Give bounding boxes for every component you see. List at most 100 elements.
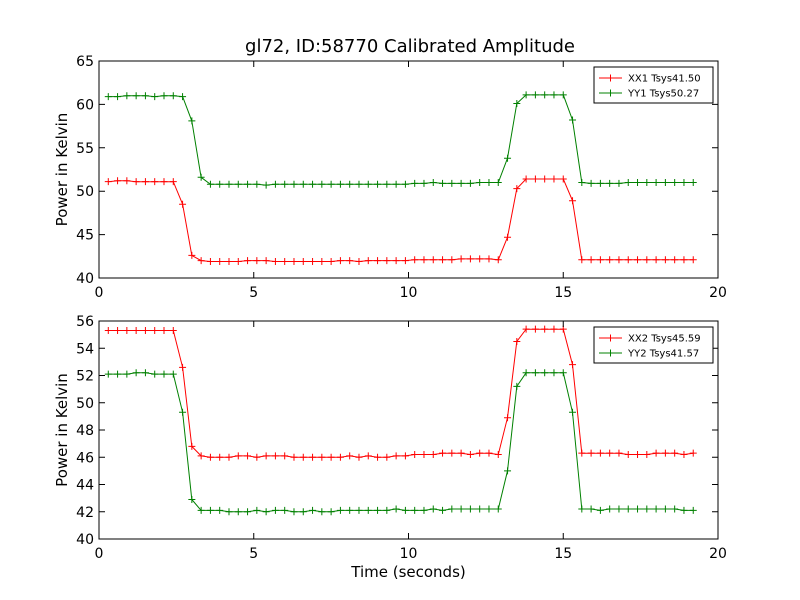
series-point (587, 505, 595, 513)
series-point (262, 452, 270, 460)
series-point (132, 369, 140, 377)
y-tick-label: 45 (76, 228, 94, 244)
series-point (114, 327, 122, 335)
series-point (457, 255, 465, 263)
series-point (439, 256, 447, 264)
series-point (485, 505, 493, 513)
series-point (429, 256, 437, 264)
series-point (141, 327, 149, 335)
y-tick-label: 52 (76, 369, 94, 385)
series-point (123, 370, 131, 378)
series-point (216, 506, 224, 514)
series-point (346, 257, 354, 265)
series-point (234, 508, 242, 516)
series-point (114, 370, 122, 378)
series-point (114, 93, 122, 101)
series-point (596, 179, 604, 187)
series-point (485, 179, 493, 187)
series-point (225, 180, 233, 188)
series-point (197, 257, 205, 265)
series-point (448, 449, 456, 457)
series-point (596, 256, 604, 264)
series-point (141, 92, 149, 100)
series-point (346, 452, 354, 460)
series-point (550, 175, 558, 183)
series-point (318, 258, 326, 266)
series-point (383, 453, 391, 461)
series-point (104, 93, 112, 101)
series-point (680, 179, 688, 187)
series-point (569, 197, 577, 205)
series-point (281, 180, 289, 188)
series-point (606, 256, 614, 264)
series-point (244, 508, 252, 516)
series-point (327, 258, 335, 266)
series-point (448, 505, 456, 513)
series-point (411, 451, 419, 459)
series-point (374, 180, 382, 188)
series-line-2 (108, 372, 694, 513)
series-point (559, 175, 567, 183)
series-point (466, 179, 474, 187)
x-tick-label: 5 (249, 285, 258, 301)
series-point (262, 181, 270, 189)
series-point (541, 369, 549, 377)
series-point (244, 257, 252, 265)
series-point (318, 180, 326, 188)
series-point (290, 258, 298, 266)
series-point (680, 451, 688, 459)
series-point (550, 91, 558, 99)
series-point (615, 505, 623, 513)
series-point (457, 505, 465, 513)
series-point (504, 467, 512, 475)
series-point (494, 179, 502, 187)
x-tick-label: 0 (95, 285, 104, 301)
series-point (420, 179, 428, 187)
series-point (216, 258, 224, 266)
series-point (494, 256, 502, 264)
series-point (522, 369, 530, 377)
series-point (244, 180, 252, 188)
series-point (420, 256, 428, 264)
series-point (206, 506, 214, 514)
series-point (624, 179, 632, 187)
series-point (513, 382, 521, 390)
legend-box (593, 326, 714, 364)
series-point (606, 179, 614, 187)
series-point (253, 180, 261, 188)
series-point (578, 256, 586, 264)
series-point (169, 327, 177, 335)
series-point (271, 506, 279, 514)
series-point (355, 506, 363, 514)
series-point (652, 505, 660, 513)
series-point (262, 257, 270, 265)
series-point (652, 256, 660, 264)
series-point (411, 256, 419, 264)
series-point (188, 117, 196, 125)
series-point (169, 178, 177, 186)
series-point (392, 505, 400, 513)
series-point (485, 449, 493, 457)
series-point (531, 369, 539, 377)
series-point (541, 175, 549, 183)
series-point (457, 179, 465, 187)
y-tick-label: 65 (76, 54, 94, 70)
legend-entry-label: XX1 Tsys41.50 (628, 74, 701, 85)
series-point (634, 505, 642, 513)
series-point (671, 256, 679, 264)
series-point (661, 256, 669, 264)
top-plot: 0 5 10 15 20 40 45 50 55 60 65 Power in Kelvin XX1 T… (53, 54, 727, 301)
series-point (355, 180, 363, 188)
series-point (661, 449, 669, 457)
y-tick-label: 50 (76, 184, 94, 200)
series-point (327, 453, 335, 461)
series-point (643, 256, 651, 264)
x-tick-label: 10 (400, 285, 418, 301)
series-point (151, 93, 159, 101)
series-point (439, 179, 447, 187)
legend-entry-label: XX2 Tsys45.59 (628, 334, 701, 345)
series-point (216, 180, 224, 188)
series-point (578, 505, 586, 513)
series-point (123, 92, 131, 100)
series-point (225, 508, 233, 516)
